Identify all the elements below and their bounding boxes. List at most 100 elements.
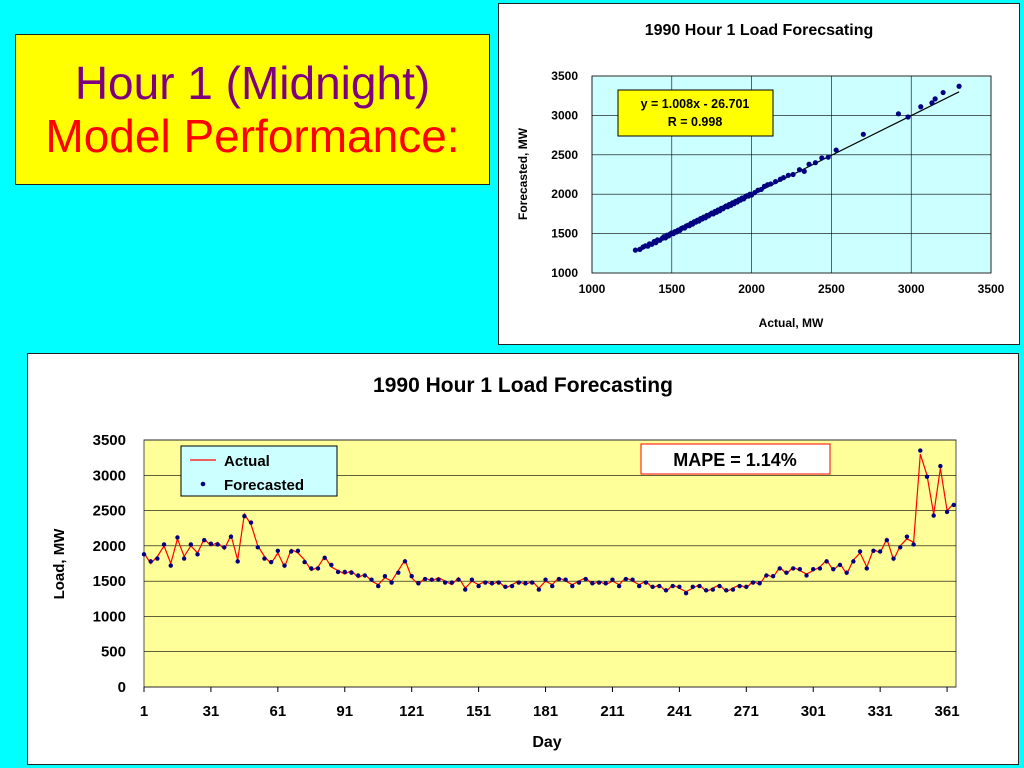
forecasted-point bbox=[931, 513, 936, 518]
forecasted-point bbox=[603, 581, 608, 586]
scatter-chart: 1000 1500 2000 2500 3000 3500 1000 1500 2000 2500… bbox=[516, 22, 1005, 330]
forecasted-point bbox=[630, 577, 635, 582]
legend-box bbox=[180, 445, 338, 497]
line-y-tick-label: 3000 bbox=[93, 467, 126, 484]
line-y-tick-label: 2000 bbox=[93, 538, 126, 555]
scatter-point bbox=[932, 96, 938, 102]
scatter-y-tick-label: 1000 bbox=[551, 266, 578, 280]
line-y-tick-label: 2500 bbox=[93, 503, 126, 520]
scatter-chart-panel: 1000 1500 2000 2500 3000 3500 1000 1500 2000 2500… bbox=[498, 3, 1020, 345]
forecasted-point bbox=[282, 563, 287, 568]
forecasted-point bbox=[315, 566, 321, 571]
forecasted-point bbox=[476, 583, 481, 589]
scatter-x-tick-label: 3000 bbox=[898, 282, 925, 296]
forecasted-point bbox=[744, 584, 749, 589]
scatter-y-tick-label: 3500 bbox=[551, 69, 578, 83]
forecasted-point bbox=[496, 580, 501, 585]
line-y-tick-label: 1500 bbox=[93, 573, 126, 590]
line-x-tick-label: 91 bbox=[336, 703, 353, 720]
forecasted-point bbox=[436, 577, 441, 582]
line-y-tick-label: 3500 bbox=[93, 432, 126, 449]
forecasted-point bbox=[268, 559, 274, 565]
forecasted-point bbox=[309, 566, 314, 571]
scatter-x-tick-label: 2000 bbox=[738, 282, 765, 296]
forecasted-point bbox=[804, 573, 809, 578]
forecasted-point bbox=[543, 577, 548, 582]
forecasted-point bbox=[175, 535, 180, 540]
forecasted-point bbox=[837, 562, 843, 568]
forecasted-point bbox=[529, 580, 535, 585]
forecasted-point bbox=[322, 555, 327, 561]
scatter-x-tick-label: 1000 bbox=[579, 282, 606, 296]
scatter-x-tick-label: 2500 bbox=[818, 282, 845, 296]
legend-forecasted-label: Forecasted bbox=[224, 477, 304, 494]
forecasted-point bbox=[228, 534, 234, 539]
forecasted-point bbox=[141, 552, 147, 557]
forecasted-point bbox=[857, 549, 863, 554]
scatter-y-tick-label: 2000 bbox=[551, 187, 578, 201]
forecasted-point bbox=[697, 583, 702, 589]
forecasted-point bbox=[784, 570, 789, 575]
forecasted-point bbox=[295, 548, 301, 553]
scatter-y-tick-label: 2500 bbox=[551, 148, 578, 162]
scatter-x-tick-label: 1500 bbox=[658, 282, 685, 296]
forecasted-point bbox=[938, 463, 943, 469]
forecasted-point bbox=[483, 580, 488, 585]
forecasted-point bbox=[918, 448, 923, 453]
forecasted-point bbox=[851, 559, 856, 564]
line-x-tick-label: 151 bbox=[466, 703, 491, 720]
forecasted-point bbox=[610, 577, 615, 582]
forecasted-point bbox=[730, 587, 736, 592]
line-y-axis-label: Load, MW bbox=[51, 528, 68, 600]
forecasted-point bbox=[811, 566, 816, 572]
line-y-tick-label: 1000 bbox=[93, 608, 126, 625]
line-x-tick-label: 1 bbox=[140, 703, 148, 720]
forecasted-point bbox=[637, 583, 642, 589]
forecasted-point bbox=[248, 520, 254, 525]
mape-label: MAPE = 1.14% bbox=[673, 450, 797, 470]
line-chart-title: 1990 Hour 1 Load Forecasting bbox=[373, 374, 673, 397]
scatter-point bbox=[819, 155, 825, 161]
scatter-point bbox=[758, 186, 764, 193]
scatter-equation-box bbox=[617, 89, 774, 137]
forecasted-point bbox=[396, 570, 401, 575]
forecasted-point bbox=[550, 583, 555, 589]
forecasted-point bbox=[449, 580, 455, 585]
forecasted-point bbox=[951, 502, 956, 508]
scatter-point bbox=[812, 160, 819, 166]
line-x-tick-label: 361 bbox=[935, 703, 960, 720]
scatter-point bbox=[768, 181, 774, 187]
line-x-tick-label: 271 bbox=[734, 703, 759, 720]
scatter-point bbox=[833, 147, 839, 153]
scatter-point bbox=[780, 175, 787, 181]
forecasted-point bbox=[516, 580, 521, 585]
forecasted-point bbox=[148, 559, 153, 564]
forecasted-point bbox=[195, 552, 200, 557]
scatter-point bbox=[772, 178, 779, 185]
scatter-point bbox=[918, 104, 924, 110]
forecasted-point bbox=[797, 566, 803, 572]
forecasted-point bbox=[831, 566, 836, 572]
line-chart-panel: 0 500 1000 1500 2000 2500 3000 3500 1 31 61 91 121 15… bbox=[27, 353, 1019, 765]
line-x-tick-label: 211 bbox=[600, 703, 624, 720]
scatter-y-tick-label: 1500 bbox=[551, 227, 578, 241]
forecasted-point bbox=[289, 549, 294, 554]
forecasted-point bbox=[469, 577, 475, 582]
forecasted-point bbox=[181, 556, 187, 561]
scatter-point bbox=[940, 89, 946, 96]
line-y-tick-label: 0 bbox=[118, 679, 126, 696]
scatter-x-axis-label: Actual, MW bbox=[759, 316, 824, 330]
forecasted-point bbox=[864, 566, 869, 571]
line-x-tick-label: 301 bbox=[801, 703, 826, 720]
forecasted-point bbox=[509, 583, 515, 589]
line-x-tick-label: 331 bbox=[868, 703, 893, 720]
scatter-point bbox=[806, 161, 812, 167]
forecasted-point bbox=[724, 588, 729, 593]
forecasted-point bbox=[924, 474, 930, 479]
forecasted-point bbox=[376, 583, 381, 589]
forecasted-point bbox=[770, 574, 776, 579]
slide-title-line2: Model Performance: bbox=[45, 109, 460, 162]
line-x-tick-label: 61 bbox=[270, 703, 287, 720]
forecasted-point bbox=[335, 569, 341, 575]
forecasted-point bbox=[329, 562, 334, 568]
